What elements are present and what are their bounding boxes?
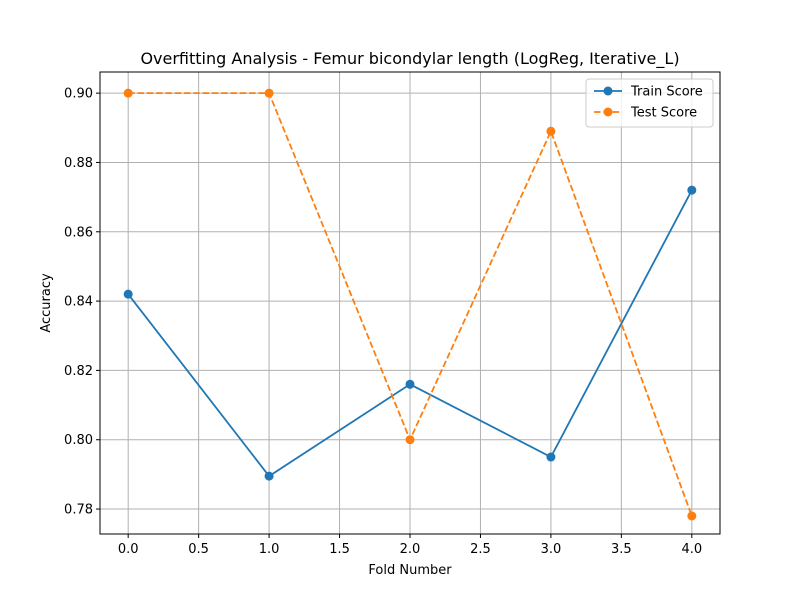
y-tick-label: 0.82 [64,364,93,379]
y-axis-label: Accuracy [39,273,54,333]
x-tick-label: 1.0 [259,542,280,557]
data-point-train [405,379,415,389]
series-layer [123,88,697,521]
x-tick-label: 3.5 [611,542,632,557]
data-point-train [264,471,274,481]
x-axis-label: Fold Number [368,563,452,578]
legend-marker-0 [603,86,613,96]
y-tick-label: 0.84 [64,295,93,310]
y-tick-label: 0.78 [64,503,93,518]
y-tick-label: 0.88 [64,156,93,171]
x-tick-label: 2.0 [400,542,421,557]
x-tick-label: 0.5 [188,542,209,557]
legend-label-1: Test Score [630,106,697,121]
data-point-test [546,126,556,136]
data-point-train [687,185,697,195]
y-tick-label: 0.80 [64,433,93,448]
chart-title: Overfitting Analysis - Femur bicondylar … [140,49,679,69]
data-point-train [123,289,133,299]
legend-label-0: Train Score [630,85,703,100]
legend: Train Score Test Score [585,78,714,128]
y-tick-label: 0.86 [64,225,93,240]
data-point-train [546,452,556,462]
x-tick-label: 0.0 [118,542,139,557]
x-tick-label: 2.5 [470,542,491,557]
y-axis-ticks: 0.78 0.80 0.82 0.84 0.86 0.88 0.90 [64,87,100,518]
y-tick-label: 0.90 [64,87,93,102]
data-point-test [123,88,133,98]
data-point-test [405,435,415,445]
legend-marker-1 [603,107,613,117]
data-point-test [687,511,697,521]
x-tick-label: 3.0 [541,542,562,557]
x-tick-label: 1.5 [329,542,350,557]
x-axis-ticks: 0.0 0.5 1.0 1.5 2.0 2.5 3.0 3.5 4.0 [118,534,702,557]
data-point-test [264,88,274,98]
x-tick-label: 4.0 [681,542,702,557]
